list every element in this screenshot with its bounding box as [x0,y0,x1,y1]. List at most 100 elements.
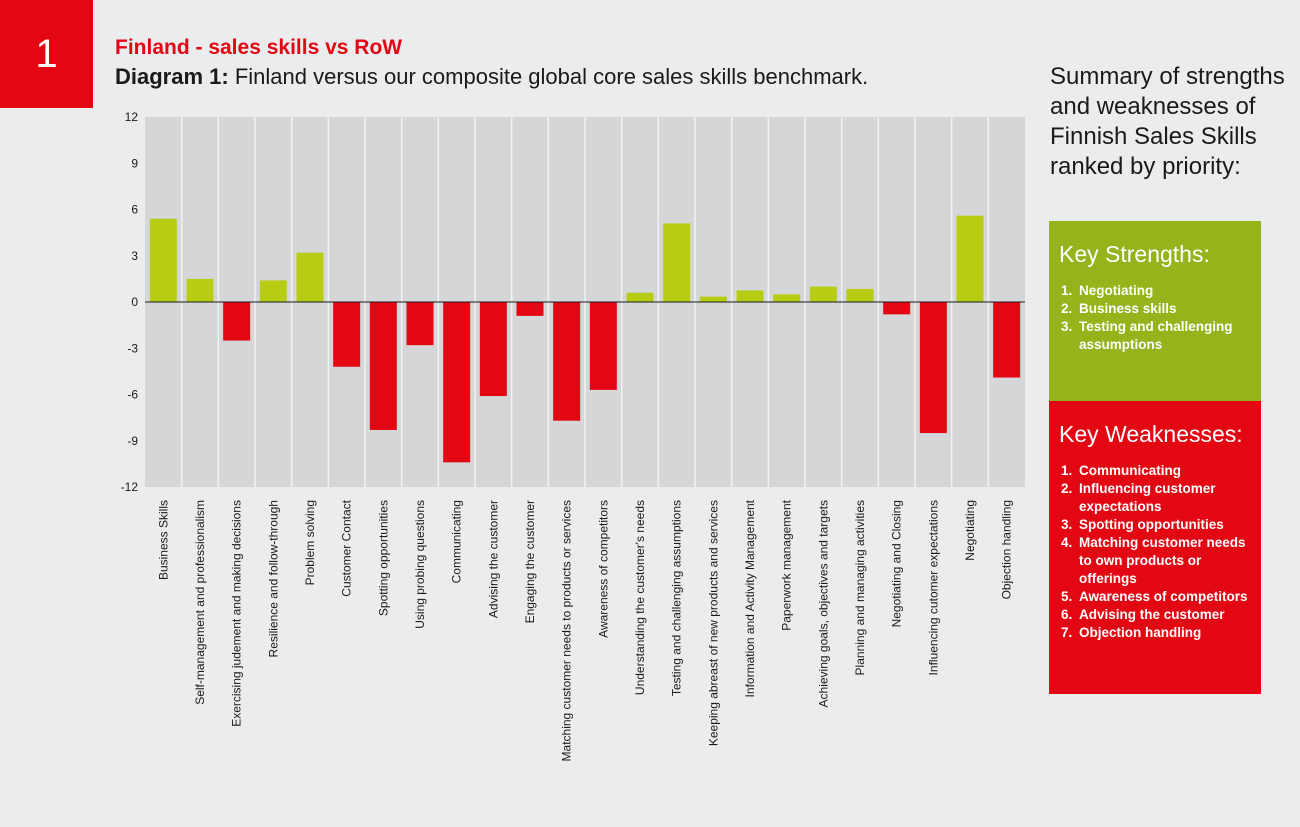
key-weaknesses-title: Key Weaknesses: [1059,421,1243,447]
strength-item: 3. Testing and challenging assumptions [1049,318,1261,354]
bar [699,296,727,302]
bar [369,302,397,430]
bar [149,218,177,302]
subtitle-text: Finland versus our composite global core… [228,64,869,89]
x-tick-label: Planning and managing activities [853,500,867,675]
x-tick-label: Communicating [450,500,464,583]
x-tick-label: Engaging the customer [523,500,537,623]
y-tick-label: -9 [127,434,138,448]
x-tick-label: Customer Contact [340,499,354,596]
weakness-item: 5. Awareness of competitors [1049,588,1261,606]
weakness-item-text: Objection handling [1079,625,1202,640]
bar [956,215,984,302]
weakness-item-number: 5. [1061,589,1073,604]
weakness-item: 4. Matching customer needs to own product… [1049,534,1261,588]
x-tick-label: Awareness of competitors [596,500,610,638]
bar [516,302,544,316]
bar [443,302,471,463]
x-tick-label: Objection handling [1000,500,1014,599]
bar [919,302,947,434]
strength-item-number: 1. [1061,283,1073,298]
weakness-item: 2. Influencing customer expectations [1049,480,1261,516]
bar [223,302,251,341]
y-tick-label: -6 [127,388,138,402]
weakness-item: 6. Advising the customer [1049,606,1261,624]
weakness-item-text: Spotting opportunities [1079,517,1224,532]
bar [479,302,507,397]
x-tick-label: Paperwork management [780,499,794,630]
bar [993,302,1021,378]
weakness-item-number: 6. [1061,607,1073,622]
y-tick-label: 12 [125,110,139,124]
key-strengths-title: Key Strengths: [1059,241,1210,267]
x-tick-label: Influencing cutomer expectations [926,500,940,675]
weakness-item: 7. Objection handling [1049,624,1261,642]
bar [406,302,434,346]
weakness-item-text: Influencing customer expectations [1079,481,1216,514]
x-tick-label: Spotting opportunities [376,500,390,616]
bar [589,302,617,390]
bar-chart: 12 9 6 3 0 -3 -6 -9 -12 Business Skills Self-manag… [121,110,1025,761]
bar [773,294,801,302]
x-tick-label: Advising the customer [486,500,500,618]
summary-text: Summary of strengths and weaknesses of F… [1050,63,1285,180]
y-tick-label: 3 [131,249,138,263]
chart-subtitle: Diagram 1: Finland versus our composite … [115,64,868,90]
bar [846,288,874,302]
weakness-item-number: 1. [1061,463,1073,478]
section-number: 1 [35,31,58,76]
weakness-item-text: Communicating [1079,463,1182,478]
x-tick-label: Information and Activity Management [743,499,757,697]
y-tick-label: -3 [127,341,138,355]
key-strengths-list: 1. Negotiating 2. Business skills 3. Testing … [1049,282,1261,354]
weakness-item-number: 2. [1061,481,1073,496]
bar [333,302,361,367]
y-tick-label: 0 [131,295,138,309]
x-tick-label: Matching customer needs to products or s… [560,500,574,761]
x-tick-label: Achieving goals, objectives and targets [816,500,830,707]
x-tick-label: Negotiating and Closing [890,500,904,627]
bar [736,290,764,302]
bar [883,302,911,315]
y-tick-label: -12 [121,480,139,494]
x-tick-label: Understanding the customer's needs [633,500,647,695]
bar [186,278,214,302]
strength-item: 2. Business skills [1049,300,1261,318]
bar [296,252,324,302]
bar [663,223,691,302]
y-tick-label: 9 [131,156,138,170]
weakness-item-text: Awareness of competitors [1079,589,1248,604]
key-weaknesses-list: 1. Communicating 2. Influencing customer ex… [1049,462,1261,642]
x-tick-label: Problem solving [303,500,317,585]
bar [626,292,654,302]
x-tick-label: Negotiating [963,500,977,561]
page-title: Finland - sales skills vs RoW [115,36,403,59]
bar [809,286,837,302]
strength-item-text: Testing and challenging assumptions [1079,319,1233,352]
weakness-item-text: Matching customer needs to own products … [1079,535,1246,586]
strength-item: 1. Negotiating [1049,282,1261,300]
x-tick-label: Business Skills [156,500,170,580]
weakness-item-number: 3. [1061,517,1073,532]
key-strengths-box: Key Strengths: 1. Negotiating 2. Business s… [1049,221,1261,401]
weakness-item-number: 4. [1061,535,1073,550]
weakness-item: 3. Spotting opportunities [1049,516,1261,534]
y-tick-label: 6 [131,203,138,217]
key-weaknesses-box: Key Weaknesses: 1. Communicating 2. Influen… [1049,401,1261,694]
weakness-item-text: Advising the customer [1079,607,1225,622]
strength-item-text: Negotiating [1079,283,1154,298]
weakness-item: 1. Communicating [1049,462,1261,480]
x-tick-label: Exercising judement and making decisions [230,500,244,727]
x-tick-label: Using probing questions [413,500,427,629]
strength-item-number: 3. [1061,319,1073,334]
strength-item-text: Business skills [1079,301,1177,316]
weakness-item-number: 7. [1061,625,1073,640]
section-number-badge: 1 [0,0,93,108]
x-tick-label: Resilience and follow-through [266,500,280,657]
x-tick-label: Keeping abreast of new products and serv… [706,500,720,746]
bar [259,280,287,302]
strength-item-number: 2. [1061,301,1073,316]
x-tick-label: Testing and challenging assumptions [670,500,684,696]
subtitle-label: Diagram 1: [115,64,229,89]
bar [553,302,581,421]
